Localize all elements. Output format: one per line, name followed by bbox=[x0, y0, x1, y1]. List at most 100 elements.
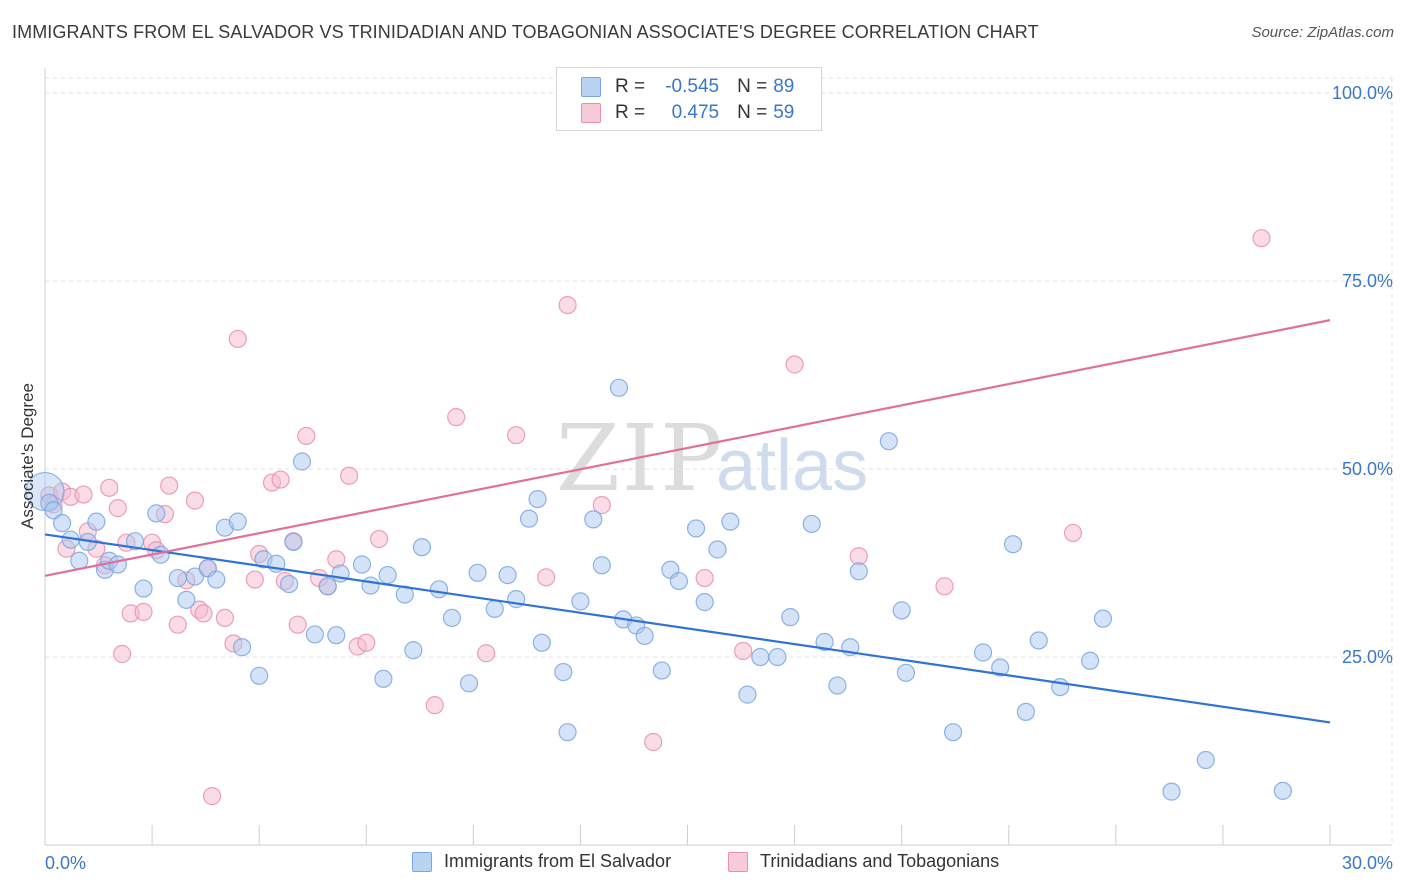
trinidadian-point bbox=[108, 499, 127, 518]
x-tick-label-min: 0.0% bbox=[45, 853, 86, 873]
axis-labels: 25.0% 50.0% 75.0% 100.0% 0.0% 30.0% bbox=[45, 83, 1393, 873]
legend-row-el-salvador: R = -0.545 N = 89 bbox=[581, 75, 794, 99]
el-salvador-point bbox=[1003, 535, 1023, 554]
el-salvador-point bbox=[721, 512, 740, 531]
y-axis-label: Associate's Degree bbox=[18, 383, 37, 529]
el-salvador-point bbox=[352, 555, 372, 574]
el-salvador-point bbox=[1273, 781, 1292, 800]
bottom-legend-label: Trinidadians and Tobagonians bbox=[760, 851, 1000, 871]
el-salvador-point bbox=[1029, 631, 1048, 650]
bottom-legend-trinidadians: Trinidadians and Tobagonians bbox=[728, 851, 999, 872]
el-salvador-point bbox=[87, 512, 106, 531]
legend-r-value: 0.475 bbox=[671, 102, 720, 123]
el-salvador-point bbox=[695, 593, 714, 612]
el-salvador-point bbox=[53, 514, 72, 533]
bottom-legend-swatch-blue bbox=[412, 851, 432, 872]
el-salvador-point bbox=[652, 661, 671, 680]
el-salvador-point bbox=[232, 638, 252, 657]
trinidadian-point bbox=[194, 604, 213, 623]
trinidadian-point bbox=[74, 485, 93, 504]
el-salvador-point bbox=[849, 562, 868, 581]
el-salvador-point bbox=[378, 565, 397, 585]
trinidadian-point bbox=[357, 633, 376, 652]
watermark-atlas: atlas bbox=[716, 426, 868, 506]
el-salvador-point bbox=[468, 563, 487, 582]
el-salvador-point bbox=[125, 532, 145, 551]
trinidadian-point bbox=[447, 408, 466, 427]
trinidadian-point bbox=[1252, 229, 1271, 248]
el-salvador-point bbox=[44, 501, 63, 520]
bottom-legend-swatch-pink bbox=[728, 851, 748, 872]
y-tick-label: 100.0% bbox=[1332, 83, 1393, 103]
el-salvador-point bbox=[280, 574, 299, 594]
legend-r-value: -0.545 bbox=[665, 76, 720, 97]
el-salvador-point bbox=[228, 512, 247, 531]
el-salvador-point bbox=[708, 540, 727, 559]
trinidadian-point bbox=[215, 608, 234, 628]
trinidadian-point bbox=[695, 568, 714, 588]
el-salvador-point bbox=[1196, 750, 1215, 770]
trinidadian-point bbox=[160, 476, 179, 495]
el-salvador-point bbox=[896, 663, 916, 682]
el-salvador-point bbox=[558, 723, 577, 742]
trinidadian-point bbox=[288, 615, 307, 634]
trinidadian-point bbox=[340, 466, 359, 485]
trend-line-trinidadians bbox=[44, 319, 1331, 577]
trinidadian-point bbox=[297, 426, 316, 446]
el-salvador-point bbox=[571, 592, 590, 611]
el-salvador-point bbox=[738, 685, 757, 704]
el-salvador-point bbox=[879, 432, 898, 451]
el-salvador-point bbox=[751, 647, 770, 667]
trinidadian-point bbox=[425, 696, 444, 715]
el-salvador-point bbox=[459, 674, 479, 693]
trinidadian-point bbox=[168, 615, 187, 634]
el-salvador-point bbox=[429, 580, 449, 599]
el-salvador-point bbox=[1016, 702, 1035, 722]
y-tick-label: 25.0% bbox=[1342, 647, 1393, 667]
trinidadian-point bbox=[100, 478, 119, 497]
y-tick-label: 75.0% bbox=[1342, 271, 1393, 291]
el-salvador-point bbox=[361, 576, 380, 595]
trinidadian-point bbox=[245, 570, 264, 589]
el-salvador-point bbox=[584, 510, 603, 529]
bottom-legend-label: Immigrants from El Salvador bbox=[444, 851, 672, 871]
el-salvador-point bbox=[802, 514, 821, 534]
series-trinidadians-points bbox=[40, 229, 1271, 806]
el-salvador-point bbox=[532, 633, 551, 652]
legend-swatch-blue bbox=[581, 77, 601, 97]
trinidadian-point bbox=[185, 491, 205, 510]
el-salvador-point bbox=[498, 565, 517, 585]
trinidadian-point bbox=[644, 732, 663, 752]
el-salvador-point bbox=[554, 662, 573, 682]
y-tick-label: 50.0% bbox=[1342, 459, 1393, 479]
trinidadian-point bbox=[785, 355, 804, 374]
el-salvador-point bbox=[1081, 651, 1100, 670]
bottom-legend-el-salvador: Immigrants from El Salvador bbox=[412, 851, 671, 872]
el-salvador-point bbox=[991, 658, 1010, 677]
el-salvador-point bbox=[973, 643, 993, 662]
el-salvador-point bbox=[592, 556, 611, 575]
series-el-salvador-points bbox=[25, 378, 1292, 801]
legend-swatch-pink bbox=[581, 103, 601, 123]
trinidadian-point bbox=[112, 644, 132, 664]
trinidadian-point bbox=[507, 426, 526, 445]
el-salvador-point bbox=[374, 669, 393, 688]
trinidadian-point bbox=[537, 568, 556, 587]
legend-n-value: 89 bbox=[773, 76, 795, 97]
el-salvador-point bbox=[168, 568, 187, 588]
x-tick-label-max: 30.0% bbox=[1342, 853, 1393, 873]
trinidadian-point bbox=[734, 641, 753, 661]
trinidadian-point bbox=[592, 496, 611, 515]
legend-n-value: 59 bbox=[773, 102, 795, 123]
el-salvador-point bbox=[1093, 609, 1113, 628]
trinidadian-point bbox=[935, 577, 954, 596]
trinidadian-point bbox=[228, 329, 247, 349]
el-salvador-point bbox=[669, 571, 689, 591]
el-salvador-point bbox=[828, 676, 847, 695]
legend-r-label: R = bbox=[615, 102, 646, 123]
el-salvador-point bbox=[292, 452, 312, 471]
legend-r-label: R = bbox=[615, 76, 646, 97]
trinidadian-point bbox=[370, 529, 389, 549]
el-salvador-point bbox=[686, 519, 706, 538]
